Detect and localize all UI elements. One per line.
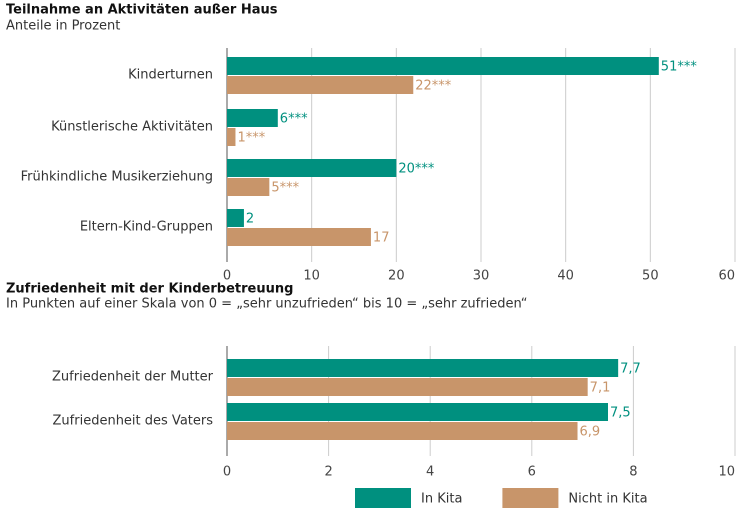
bar <box>227 76 414 94</box>
y-tick-label: Eltern-Kind-Gruppen <box>80 220 213 235</box>
x-tick-label: 50 <box>642 269 659 284</box>
chart-subtitle: Anteile in Prozent <box>6 19 120 34</box>
bar <box>227 228 371 246</box>
legend-label: In Kita <box>421 492 462 507</box>
bar <box>227 209 244 227</box>
bar <box>227 159 397 177</box>
value-label: 22*** <box>415 79 452 94</box>
legend-swatch <box>502 488 559 508</box>
value-label: 7,5 <box>610 406 631 421</box>
x-tick-label: 10 <box>303 269 320 284</box>
y-tick-label: Frühkindliche Musikerziehung <box>21 170 213 185</box>
chart-title: Zufriedenheit mit der Kinderbetreuung <box>6 282 293 297</box>
bar <box>227 422 578 440</box>
chart-subtitle: In Punkten auf einer Skala von 0 = „sehr… <box>6 297 527 312</box>
x-tick-label: 4 <box>426 465 434 480</box>
value-label: 2 <box>246 212 254 227</box>
value-label: 20*** <box>398 162 435 177</box>
x-tick-label: 2 <box>324 465 332 480</box>
value-label: 6*** <box>280 112 308 127</box>
value-label: 7,7 <box>620 362 641 377</box>
bar <box>227 403 608 421</box>
value-label: 7,1 <box>590 381 611 396</box>
bar <box>227 359 619 377</box>
x-tick-label: 8 <box>629 465 637 480</box>
y-tick-label: Kinderturnen <box>128 68 213 83</box>
bar <box>227 178 270 196</box>
value-label: 17 <box>373 231 390 246</box>
x-tick-label: 40 <box>557 269 574 284</box>
value-label: 51*** <box>661 60 698 75</box>
x-tick-label: 20 <box>388 269 405 284</box>
legend-label: Nicht in Kita <box>568 492 647 507</box>
bar <box>227 378 588 396</box>
bar <box>227 57 659 75</box>
chart-title: Teilnahme an Aktivitäten außer Haus <box>6 3 278 18</box>
y-tick-label: Künstlerische Aktivitäten <box>51 120 213 135</box>
value-label: 6,9 <box>580 425 601 440</box>
x-tick-label: 0 <box>223 465 231 480</box>
bar <box>227 128 236 146</box>
y-tick-label: Zufriedenheit des Vaters <box>53 414 214 429</box>
x-tick-label: 60 <box>718 269 735 284</box>
value-label: 1*** <box>237 131 265 146</box>
legend-swatch <box>355 488 411 508</box>
y-tick-label: Zufriedenheit der Mutter <box>52 370 214 385</box>
x-tick-label: 6 <box>528 465 536 480</box>
x-tick-label: 0 <box>223 269 231 284</box>
value-label: 5*** <box>271 181 299 196</box>
bar <box>227 109 278 127</box>
x-tick-label: 30 <box>473 269 490 284</box>
x-tick-label: 10 <box>718 465 735 480</box>
